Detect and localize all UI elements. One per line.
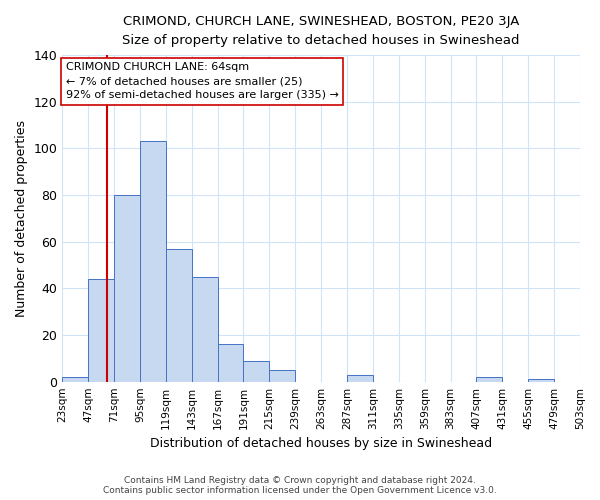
X-axis label: Distribution of detached houses by size in Swineshead: Distribution of detached houses by size … [150,437,492,450]
Bar [114,195,140,382]
Bar [166,248,192,382]
Bar [269,370,295,382]
Bar [244,360,269,382]
Title: CRIMOND, CHURCH LANE, SWINESHEAD, BOSTON, PE20 3JA
Size of property relative to : CRIMOND, CHURCH LANE, SWINESHEAD, BOSTON… [122,15,520,47]
Text: Contains HM Land Registry data © Crown copyright and database right 2024.
Contai: Contains HM Land Registry data © Crown c… [103,476,497,495]
Bar [62,377,88,382]
Bar [88,279,114,382]
Bar [218,344,244,382]
Bar [528,380,554,382]
Bar [140,142,166,382]
Y-axis label: Number of detached properties: Number of detached properties [15,120,28,317]
Bar [476,377,502,382]
Bar [192,276,218,382]
Bar [347,374,373,382]
Text: CRIMOND CHURCH LANE: 64sqm
← 7% of detached houses are smaller (25)
92% of semi-: CRIMOND CHURCH LANE: 64sqm ← 7% of detac… [65,62,338,100]
